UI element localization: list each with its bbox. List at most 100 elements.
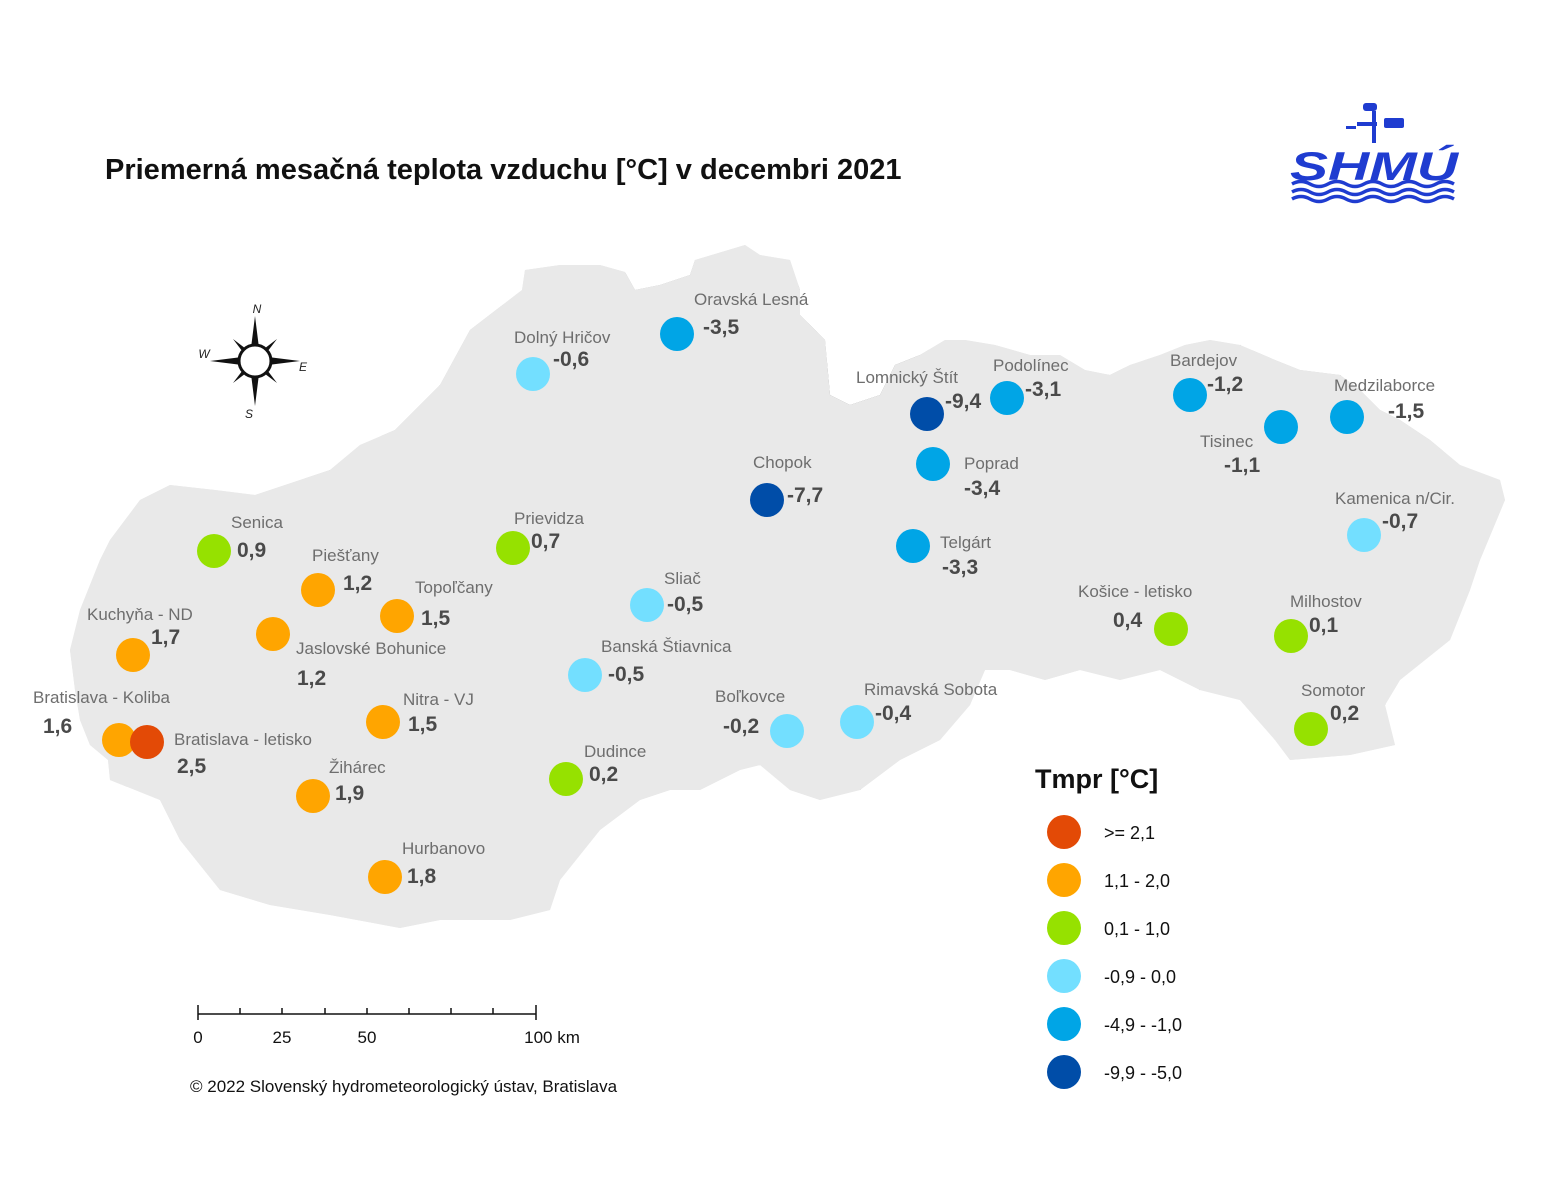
station-name: Košice - letisko [1078,582,1192,601]
station-dot [256,617,290,651]
station-dot [380,599,414,633]
station-marker: Rimavská Sobota -0,4 [840,680,998,739]
station-name: Medzilaborce [1334,376,1435,395]
station-dot [1330,400,1364,434]
station-marker: Sliač -0,5 [630,569,704,622]
station-name: Boľkovce [715,687,785,706]
station-name: Banská Štiavnica [601,637,732,656]
station-value: -1,1 [1224,454,1261,477]
station-name: Senica [231,513,284,532]
compass-s: S [245,407,253,421]
station-value: -3,3 [942,556,978,579]
station-dot [516,357,550,391]
station-name: Lomnický Štít [856,368,958,387]
station-value: -0,2 [723,715,759,738]
station-marker: Prievidza 0,7 [496,509,584,565]
station-name: Podolínec [993,356,1069,375]
station-name: Bratislava - Koliba [33,688,171,707]
station-value: 0,9 [237,539,266,562]
station-name: Telgárt [940,533,991,552]
legend-label: -4,9 - -1,0 [1104,1015,1183,1035]
station-name: Piešťany [312,546,379,565]
station-dot [102,723,136,757]
station-dot [568,658,602,692]
station-name: Žihárec [329,758,386,777]
station-value: -9,4 [945,390,982,413]
compass-n: N [253,302,262,316]
station-marker: Senica 0,9 [197,513,284,568]
legend-swatch [1047,815,1081,849]
station-marker: Lomnický Štít -9,4 [856,368,982,431]
scale-label-50: 50 [357,1028,377,1047]
scale-label-0: 0 [193,1028,203,1047]
station-marker: Bardejov -1,2 [1170,351,1243,412]
legend-swatch [1047,863,1081,897]
station-dot [750,483,784,517]
station-value: 0,2 [1330,702,1359,725]
station-marker: Banská Štiavnica -0,5 [568,637,732,692]
station-marker: Nitra - VJ 1,5 [366,690,474,739]
station-dot [840,705,874,739]
station-marker: Telgárt -3,3 [896,529,991,579]
station-marker: Milhostov 0,1 [1274,592,1362,653]
station-name: Rimavská Sobota [864,680,998,699]
station-marker: Boľkovce -0,2 [715,687,804,748]
station-dot [660,317,694,351]
station-dot [296,779,330,813]
station-dot [1264,410,1298,444]
station-value: 1,7 [151,626,180,649]
station-marker: Dudince 0,2 [549,742,646,796]
station-dot [366,705,400,739]
station-name: Poprad [964,454,1019,473]
scale-label-100: 100 km [524,1028,580,1047]
station-dot [1294,712,1328,746]
station-name: Hurbanovo [402,839,485,858]
station-marker: Chopok -7,7 [750,453,823,517]
station-dot [1173,378,1207,412]
legend-swatch [1047,1007,1081,1041]
station-dot [1274,619,1308,653]
copyright-text: © 2022 Slovenský hydrometeorologický úst… [190,1077,618,1096]
station-value: -0,6 [553,348,589,371]
station-marker: Oravská Lesná -3,5 [660,290,809,351]
station-value: -0,7 [1382,510,1418,533]
station-dot [116,638,150,672]
station-name: Sliač [664,569,701,588]
station-dot [549,762,583,796]
station-name: Milhostov [1290,592,1362,611]
station-value: 0,2 [589,763,618,786]
station-name: Prievidza [514,509,584,528]
legend-label: >= 2,1 [1104,823,1156,843]
station-marker: Bratislava - letisko 2,5 [130,725,312,778]
scale-label-25: 25 [272,1028,292,1047]
legend-label: 1,1 - 2,0 [1104,871,1171,891]
station-marker: Dolný Hričov-0,6 [514,328,611,391]
station-marker: Topoľčany 1,5 [380,578,493,633]
station-name: Nitra - VJ [403,690,474,709]
station-value: -0,4 [875,702,912,725]
station-value: -3,1 [1025,378,1062,401]
station-value: -3,4 [964,477,1001,500]
shmu-logo: SHMÚ [1290,103,1460,204]
station-name: Oravská Lesná [694,290,809,309]
station-name: Dudince [584,742,646,761]
legend-label: -9,9 - -5,0 [1104,1063,1183,1083]
station-value: -7,7 [787,484,823,507]
station-name: Somotor [1301,681,1366,700]
legend-swatch [1047,1055,1081,1089]
station-value: 1,5 [408,713,438,736]
station-name: Dolný Hričov [514,328,611,347]
station-name: Topoľčany [415,578,493,597]
station-value: 0,7 [531,530,560,553]
station-marker: Medzilaborce -1,5 [1330,376,1435,434]
station-marker: Jaslovské Bohunice 1,2 [256,617,446,690]
station-dot [1154,612,1188,646]
map-title: Priemerná mesačná teplota vzduchu [°C] v… [105,154,902,186]
station-dot [130,725,164,759]
station-value: 1,2 [297,667,326,690]
station-name: Jaslovské Bohunice [296,639,446,658]
station-dot [197,534,231,568]
station-dot [910,397,944,431]
station-value: 1,5 [421,607,451,630]
